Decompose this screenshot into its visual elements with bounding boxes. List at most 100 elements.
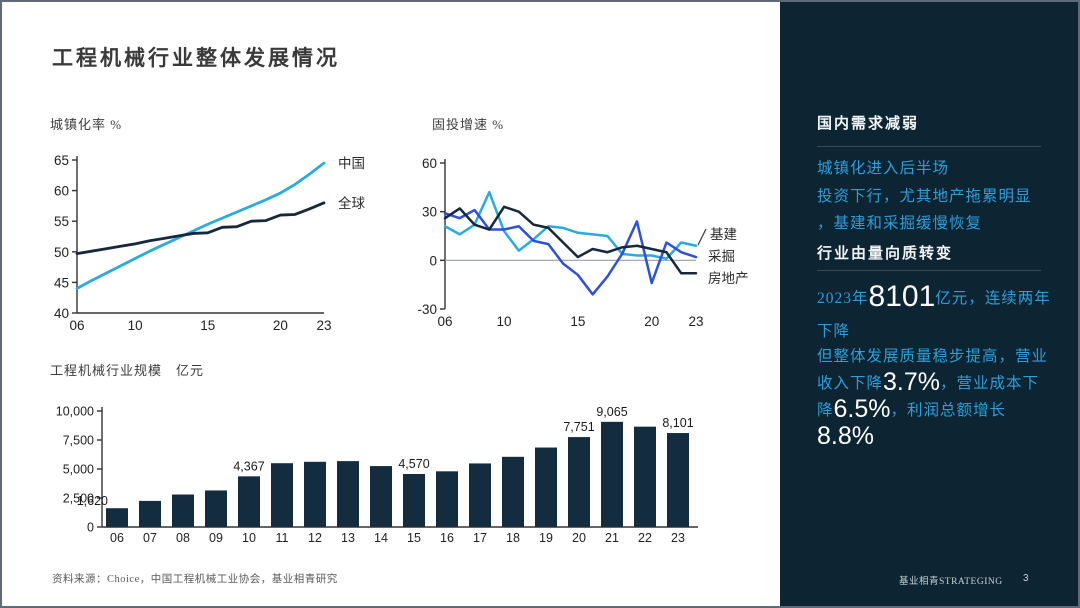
svg-text:5,000: 5,000	[63, 463, 94, 477]
divider	[817, 270, 1041, 271]
bar-10	[238, 476, 260, 527]
svg-text:15: 15	[407, 531, 421, 545]
sidebar-heading-demand: 国内需求减弱	[817, 116, 920, 132]
svg-text:20: 20	[273, 318, 288, 333]
bar-16	[436, 471, 458, 527]
svg-text:10: 10	[242, 531, 256, 545]
highlight-number: 6.5%	[833, 395, 891, 423]
svg-text:7,500: 7,500	[63, 434, 94, 448]
bar-17	[469, 463, 491, 527]
fixed-investment-growth-chart: -30 0 30 60 06 10 15 20 23 基建采掘房地产	[417, 142, 787, 352]
svg-text:1,620: 1,620	[77, 494, 108, 508]
svg-text:9,065: 9,065	[596, 405, 627, 419]
bar-18	[502, 456, 524, 527]
svg-text:20: 20	[572, 531, 586, 545]
svg-text:4,367: 4,367	[233, 459, 264, 473]
svg-text:中国: 中国	[338, 156, 365, 171]
sidebar-heading-quality: 行业由量向质转变	[817, 246, 954, 262]
svg-text:2,500: 2,500	[63, 492, 94, 506]
svg-text:7,751: 7,751	[563, 420, 594, 434]
bar-19	[535, 447, 557, 527]
divider	[817, 146, 1041, 147]
industry-scale-bar-chart: 0 2,500 5,000 7,500 10,000 06 1,620 07 08 09 10 4,3…	[42, 394, 762, 564]
bar-21	[601, 421, 623, 527]
sidebar-paragraph-quality: 但整体发展质量稳步提高，营业收入下降3.7%，营业成本下降6.5%，利润总额增长…	[817, 343, 1052, 451]
page-number: 3	[1023, 573, 1029, 584]
footer-brand: 基业相青STRATEGING	[899, 577, 1003, 587]
svg-text:15: 15	[570, 314, 585, 329]
svg-text:40: 40	[54, 306, 69, 321]
svg-text:22: 22	[638, 531, 652, 545]
svg-text:房地产: 房地产	[708, 271, 749, 286]
svg-text:06: 06	[110, 531, 124, 545]
text-segment: 但整体发展质量稳步提高，营业收入下降	[817, 348, 1049, 392]
svg-text:12: 12	[308, 531, 322, 545]
svg-text:55: 55	[54, 214, 69, 229]
text-segment: ，利润总额增长	[890, 402, 1007, 419]
urbanization-rate-chart: 40 45 50 55 60 65 06 10 15 20 23 中国 全球	[42, 142, 407, 352]
svg-text:10: 10	[497, 314, 512, 329]
text-segment: 亿元，连续两年 下降	[817, 290, 1051, 340]
svg-text:08: 08	[176, 531, 190, 545]
svg-text:13: 13	[341, 531, 355, 545]
svg-text:全球: 全球	[338, 195, 365, 211]
svg-text:07: 07	[143, 531, 157, 545]
svg-text:17: 17	[473, 531, 487, 545]
svg-text:-30: -30	[417, 302, 437, 317]
svg-text:16: 16	[440, 531, 454, 545]
highlight-number: 8101	[868, 280, 936, 313]
svg-text:09: 09	[209, 531, 223, 545]
svg-text:23: 23	[671, 531, 685, 545]
svg-text:10,000: 10,000	[56, 405, 94, 419]
highlight-number: 3.7%	[883, 368, 940, 396]
svg-text:23: 23	[316, 318, 331, 333]
svg-text:0: 0	[87, 521, 94, 535]
bar-12	[304, 461, 326, 527]
svg-text:23: 23	[688, 314, 703, 329]
bar-23	[667, 433, 689, 527]
sidebar: 国内需求减弱 城镇化进入后半场 投资下行，尤其地产拖累明显 ，基建和采掘缓慢恢复…	[780, 2, 1078, 606]
highlight-number: 8.8%	[817, 422, 874, 450]
svg-text:18: 18	[506, 531, 520, 545]
bar-15	[403, 473, 425, 527]
bar-13	[337, 461, 359, 527]
svg-text:采掘: 采掘	[708, 249, 735, 264]
bar-06	[106, 508, 128, 527]
svg-text:19: 19	[539, 531, 553, 545]
svg-text:0: 0	[429, 253, 437, 268]
svg-text:4,570: 4,570	[398, 457, 429, 471]
svg-text:60: 60	[54, 184, 69, 199]
svg-text:60: 60	[422, 156, 437, 171]
bar-14	[370, 466, 392, 527]
svg-text:14: 14	[374, 531, 388, 545]
industry-scale-svg: 0 2,500 5,000 7,500 10,000 06 1,620 07 08 09 10 4,3…	[56, 405, 698, 545]
sidebar-paragraph-demand: 城镇化进入后半场 投资下行，尤其地产拖累明显 ，基建和采掘缓慢恢复	[817, 160, 1032, 232]
svg-text:8,101: 8,101	[662, 416, 693, 430]
svg-text:50: 50	[54, 245, 69, 260]
page-title: 工程机械行业整体发展情况	[52, 46, 340, 70]
bar-07	[139, 500, 161, 527]
svg-text:45: 45	[54, 275, 69, 290]
urbanization-chart-title: 城镇化率 %	[50, 117, 123, 132]
bar-09	[205, 490, 227, 527]
svg-text:30: 30	[422, 205, 437, 220]
source-note: 资料来源：Choice，中国工程机械工业协会，基业相青研究	[52, 574, 338, 585]
svg-text:11: 11	[276, 531, 289, 545]
svg-text:20: 20	[644, 314, 659, 329]
fixed-investment-chart-title: 固投增速 %	[432, 117, 505, 132]
text-segment: 2023年	[817, 290, 869, 307]
svg-text:基建: 基建	[710, 226, 737, 242]
svg-text:06: 06	[437, 314, 452, 329]
bar-22	[634, 426, 656, 527]
industry-scale-chart-title: 工程机械行业规模 亿元	[50, 363, 205, 378]
svg-text:15: 15	[200, 318, 215, 333]
svg-text:06: 06	[69, 318, 84, 333]
sidebar-paragraph-scale: 2023年8101亿元，连续两年 下降	[817, 282, 1052, 348]
text-segment: ，营业成本下降	[817, 375, 1040, 419]
svg-text:21: 21	[605, 531, 619, 545]
svg-text:65: 65	[54, 153, 69, 168]
bar-08	[172, 494, 194, 527]
